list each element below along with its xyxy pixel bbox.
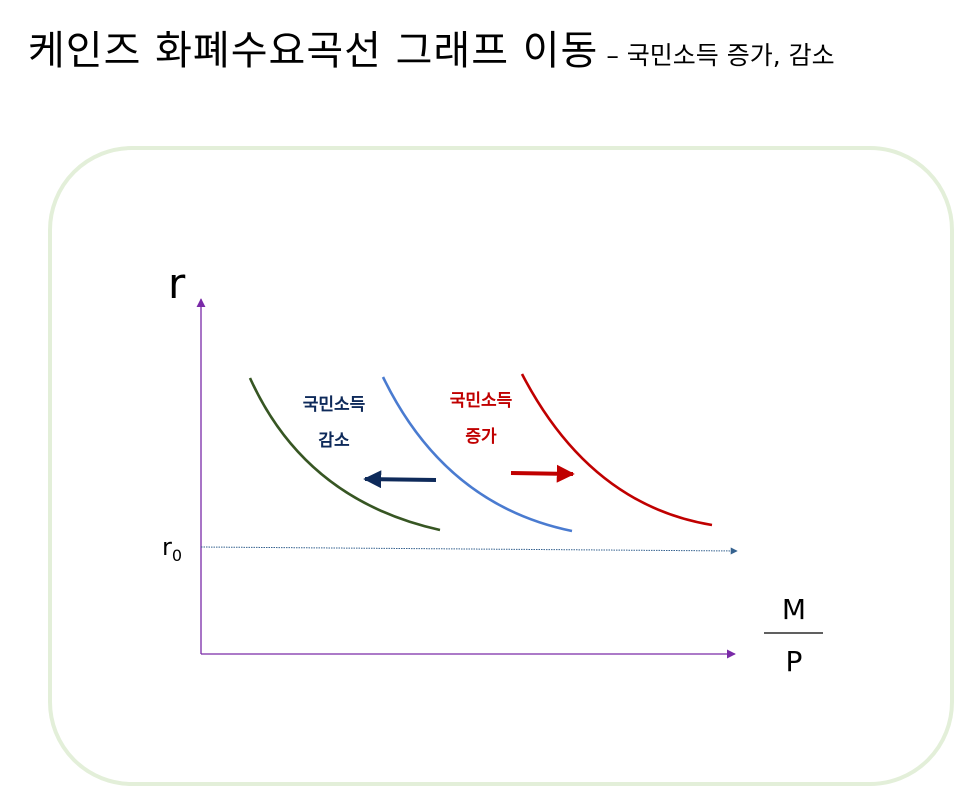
money-demand-diagram: r r0 국민소득 감소 국민소득 증가 M P	[162, 259, 823, 678]
decrease-label-line1: 국민소득	[303, 395, 366, 415]
title-subtitle: – 국민소득 증가, 감소	[606, 41, 835, 70]
shift-right-arrow	[510, 464, 575, 483]
x-axis-denominator: P	[786, 645, 803, 678]
money-demand-curve-decreased	[248, 377, 441, 532]
r0-label: r0	[162, 533, 182, 565]
money-demand-curve-increased	[520, 373, 713, 527]
r0-label-text: r	[162, 533, 172, 561]
r0-line	[200, 546, 738, 555]
title-main: 케인즈 화폐수요곡선 그래프 이동	[28, 28, 599, 74]
slide-title: 케인즈 화폐수요곡선 그래프 이동 – 국민소득 증가, 감소	[28, 18, 835, 76]
y-axis-label: r	[168, 259, 186, 308]
x-axis-numerator: M	[782, 593, 806, 626]
shift-left-arrow	[363, 470, 437, 489]
r0-subscript: 0	[172, 546, 182, 565]
decrease-label-line2: 감소	[318, 431, 350, 451]
money-demand-curve-original	[381, 376, 573, 533]
increase-label-line2: 증가	[465, 427, 497, 447]
increase-label-line1: 국민소득	[450, 391, 513, 411]
